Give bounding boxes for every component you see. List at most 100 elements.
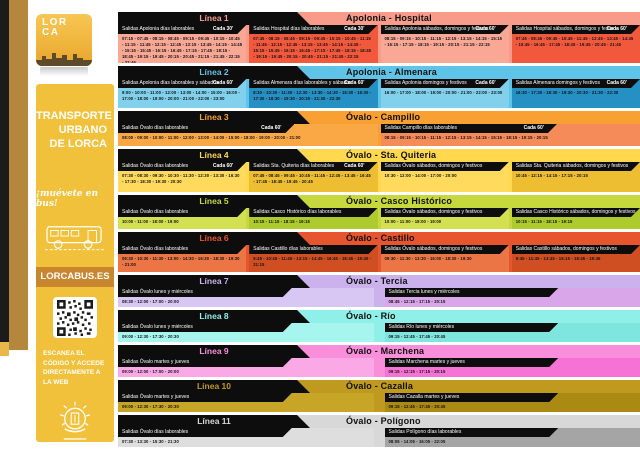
schedule-block: Salidas Tercia lunes y miércoles 08:45 -… bbox=[384, 288, 640, 307]
schedule-block: Salidas Casco Histórico sábados, domingo… bbox=[511, 208, 640, 229]
departure-times: 09:30 - 10:30 - 11:30 - 13:00 - 14:30 - … bbox=[122, 256, 240, 268]
schedule-block-label: Salidas Sta. Quiteria sábados, domingos … bbox=[515, 163, 629, 169]
schedule-block-label: Salidas Almenara días laborables y sábad… bbox=[253, 80, 352, 86]
departure-times: 8:30 - 10:30 - 11:30 - 12:30 - 13:30 - 1… bbox=[253, 90, 372, 102]
departure-times: 09:30 - 11:30 - 13:30 - 16:00 - 18:30 - … bbox=[384, 256, 472, 261]
line-number-label: Línea 5 bbox=[199, 196, 229, 206]
departure-times: 10:15 - 11:15 - 18:15 - 19:15 bbox=[253, 219, 310, 224]
schedule-block: Salidas Óvalo martes y jueves 09:00 - 12… bbox=[118, 393, 374, 412]
line-header: Línea 1 Apolonia - Hospital bbox=[118, 12, 640, 25]
line-number-label: Línea 9 bbox=[199, 346, 229, 356]
schedule-block-label: Salidas Marchena martes y jueves bbox=[388, 359, 465, 365]
departure-times: 09:00 - 12:30 - 17:30 - 20:30 bbox=[122, 334, 179, 339]
schedule-block: Salidas Hospital sábados, domingos y fes… bbox=[511, 25, 640, 63]
logo-text: LOR CA bbox=[42, 17, 68, 38]
line-number-label: Línea 10 bbox=[196, 381, 232, 391]
line-number-label: Línea 8 bbox=[199, 311, 229, 321]
sidebar-panel: TRANSPORTE URBANO DE LORCA ¡muévete en b… bbox=[36, 84, 114, 442]
panel-title: TRANSPORTE URBANO DE LORCA bbox=[36, 110, 112, 150]
line-badge: Línea 2 bbox=[118, 66, 310, 79]
section-linea-5: Línea 5 Óvalo - Casco Histórico Salidas … bbox=[118, 195, 640, 229]
route-title: Óvalo - Castillo bbox=[346, 233, 415, 243]
line-header: Línea 2 Apolonia - Almenara bbox=[118, 66, 640, 79]
schedule-block-header: Salidas Marchena martes y jueves bbox=[385, 358, 559, 367]
schedule-block: Salidas Castillo sábados, domingos y fes… bbox=[511, 245, 640, 272]
departure-times: 10:30 - 12:00 - 14:00 - 17:00 - 20:00 bbox=[384, 173, 457, 178]
schedule-block: Salidas Campillo días laborables Cada 60'… bbox=[380, 124, 640, 146]
schedule-block-header: Salidas Óvalo sábados, domingos y festiv… bbox=[381, 208, 509, 217]
schedule-block-label: Salidas Óvalo sábados, domingos y festiv… bbox=[384, 209, 483, 215]
schedule-block-header: Salidas Sta. Quiteria sábados, domingos … bbox=[512, 162, 640, 171]
route-title: Óvalo - Tercia bbox=[346, 276, 408, 286]
line-number-label: Línea 4 bbox=[199, 150, 229, 160]
departure-times: 08:15 - 09:15 - 10:15 - 11:15 - 12:15 - … bbox=[384, 36, 503, 48]
departure-times: 07:30 - 13:30 - 15:30 - 21:30 bbox=[122, 439, 179, 444]
schedule-block-header: Salidas Óvalo días laborables Cada 60' bbox=[118, 162, 246, 171]
schedule-block-header: Salidas Óvalo días laborables bbox=[118, 208, 246, 217]
schedule-block-label: Salidas Río lunes y miércoles bbox=[388, 324, 455, 330]
schedule-block-label: Salidas Apolonia días laborables y sábad… bbox=[122, 80, 219, 86]
schedule-block-header: Salidas Óvalo lunes y miércoles bbox=[118, 323, 292, 332]
left-black-strip bbox=[0, 0, 9, 342]
schedule-block: Salidas Apolonia días laborables Cada 30'… bbox=[118, 25, 247, 63]
schedule-block-header: Salidas Óvalo días laborables Cada 60' bbox=[118, 124, 294, 133]
ayuntamiento-sun-logo bbox=[59, 401, 91, 440]
frequency-badge: Cada 60' bbox=[606, 80, 627, 86]
line-header: Línea 3 Óvalo - Campillo bbox=[118, 111, 640, 124]
schedule-block-header: Salidas Óvalo martes y jueves bbox=[118, 358, 292, 367]
schedule-block-header: Salidas Óvalo sábados, domingos y festiv… bbox=[381, 162, 509, 171]
route-title: Apolonia - Hospital bbox=[346, 13, 432, 23]
section-linea-11: Línea 11 Óvalo - Polígono Salidas Óvalo … bbox=[118, 415, 640, 447]
departure-times: 08:30 - 12:00 - 17:00 - 20:00 bbox=[122, 299, 179, 304]
departure-times: 10:45 - 12:15 - 14:15 - 17:15 - 20:15 bbox=[515, 173, 588, 178]
schedule-block-header: Salidas Óvalo sábados, domingos y festiv… bbox=[381, 245, 509, 254]
route-title: Óvalo - Río bbox=[346, 311, 396, 321]
route-title: Apolonia - Almenara bbox=[346, 67, 437, 77]
website-link[interactable]: LORCABUS.ES bbox=[36, 267, 114, 288]
schedule-block-label: Salidas Óvalo martes y jueves bbox=[122, 359, 190, 365]
departure-times: 09:00 - 12:00 - 17:00 - 20:00 bbox=[122, 369, 179, 374]
line-header: Línea 4 Óvalo - Sta. Quiteria bbox=[118, 149, 640, 162]
schedule-block-label: Salidas Óvalo días laborables bbox=[122, 246, 189, 252]
departure-times: 10:00 - 11:00 - 18:00 - 19:00 bbox=[122, 219, 179, 224]
schedule-block-label: Salidas Cazalla martes y jueves bbox=[388, 394, 460, 400]
line-header: Línea 9 Óvalo - Marchena bbox=[118, 345, 640, 358]
line-badge: Línea 5 bbox=[118, 195, 310, 208]
schedule-block-label: Salidas Casco Histórico días laborables bbox=[253, 209, 342, 215]
schedule-block-label: Salidas Óvalo sábados, domingos y festiv… bbox=[384, 246, 483, 252]
schedule-block-header: Salidas Hospital días laborables Cada 30' bbox=[249, 25, 377, 34]
schedule-block-header: Salidas Almenara domingos y festivos Cada… bbox=[512, 79, 640, 88]
schedule-block-header: Salidas Río lunes y miércoles bbox=[385, 323, 559, 332]
schedule-block: Salidas Apolonia días laborables y sábad… bbox=[118, 79, 247, 108]
departure-times: 08:00 - 09:00 - 10:00 - 11:00 - 12:00 - … bbox=[122, 135, 301, 140]
schedule-block-label: Salidas Polígono días laborables bbox=[388, 429, 462, 435]
schedule-block-header: Salidas Apolonia días laborables y sábad… bbox=[118, 79, 246, 88]
line-number-label: Línea 11 bbox=[197, 416, 231, 426]
line-header: Línea 7 Óvalo - Tercia bbox=[118, 275, 640, 288]
line-badge: Línea 1 bbox=[118, 12, 310, 25]
schedule-block-label: Salidas Campillo días laborables bbox=[384, 125, 458, 131]
schedule-block-header: Salidas Óvalo martes y jueves bbox=[118, 393, 292, 402]
schedule-block-label: Salidas Óvalo lunes y miércoles bbox=[122, 289, 193, 295]
departure-times: 9:45 - 10:45 - 11:45 - 13:15 - 14:45 - 1… bbox=[253, 256, 372, 268]
departure-times: 9:45 - 11:45 - 13:45 - 16:15 - 18:45 - 1… bbox=[515, 256, 601, 261]
schedule-block-label: Salidas Óvalo sábados, domingos y festiv… bbox=[384, 163, 483, 169]
line-badge: Línea 7 bbox=[118, 275, 310, 288]
schedule-block-label: Salidas Óvalo días laborables bbox=[122, 429, 189, 435]
schedule-block: Salidas Almenara domingos y festivos Cada… bbox=[511, 79, 640, 108]
schedule-block-header: Salidas Casco Histórico días laborables bbox=[249, 208, 377, 217]
departure-times: 08:45 - 12:15 - 17:15 - 20:15 bbox=[388, 299, 446, 304]
departure-times: 9:00 - 10:00 - 11:00 - 12:00 - 13:00 - 1… bbox=[122, 90, 240, 102]
schedule-block: Salidas Óvalo sábados, domingos y festiv… bbox=[380, 245, 509, 272]
timetable-area: Línea 1 Apolonia - Hospital Salidas Apol… bbox=[118, 0, 640, 460]
departure-times: 09:15 - 12:15 - 17:15 - 20:15 bbox=[388, 369, 446, 374]
schedule-block-header: Salidas Casco Histórico sábados, domingo… bbox=[512, 208, 640, 217]
departure-times: 08:15 - 09:15 - 10:15 - 11:15 - 12:15 - … bbox=[384, 135, 548, 140]
lorca-city-logo: LOR CA bbox=[36, 14, 92, 66]
departure-times: 10:15 - 11:15 - 18:15 - 19:15 bbox=[515, 219, 573, 224]
schedule-block-header: Salidas Apolonia domingos y festivos Cada… bbox=[381, 79, 509, 88]
line-badge: Línea 8 bbox=[118, 310, 310, 323]
section-linea-10: Línea 10 Óvalo - Cazalla Salidas Óvalo m… bbox=[118, 380, 640, 412]
schedule-block: Salidas Almenara días laborables y sábad… bbox=[249, 79, 378, 108]
qr-code[interactable] bbox=[53, 297, 97, 339]
